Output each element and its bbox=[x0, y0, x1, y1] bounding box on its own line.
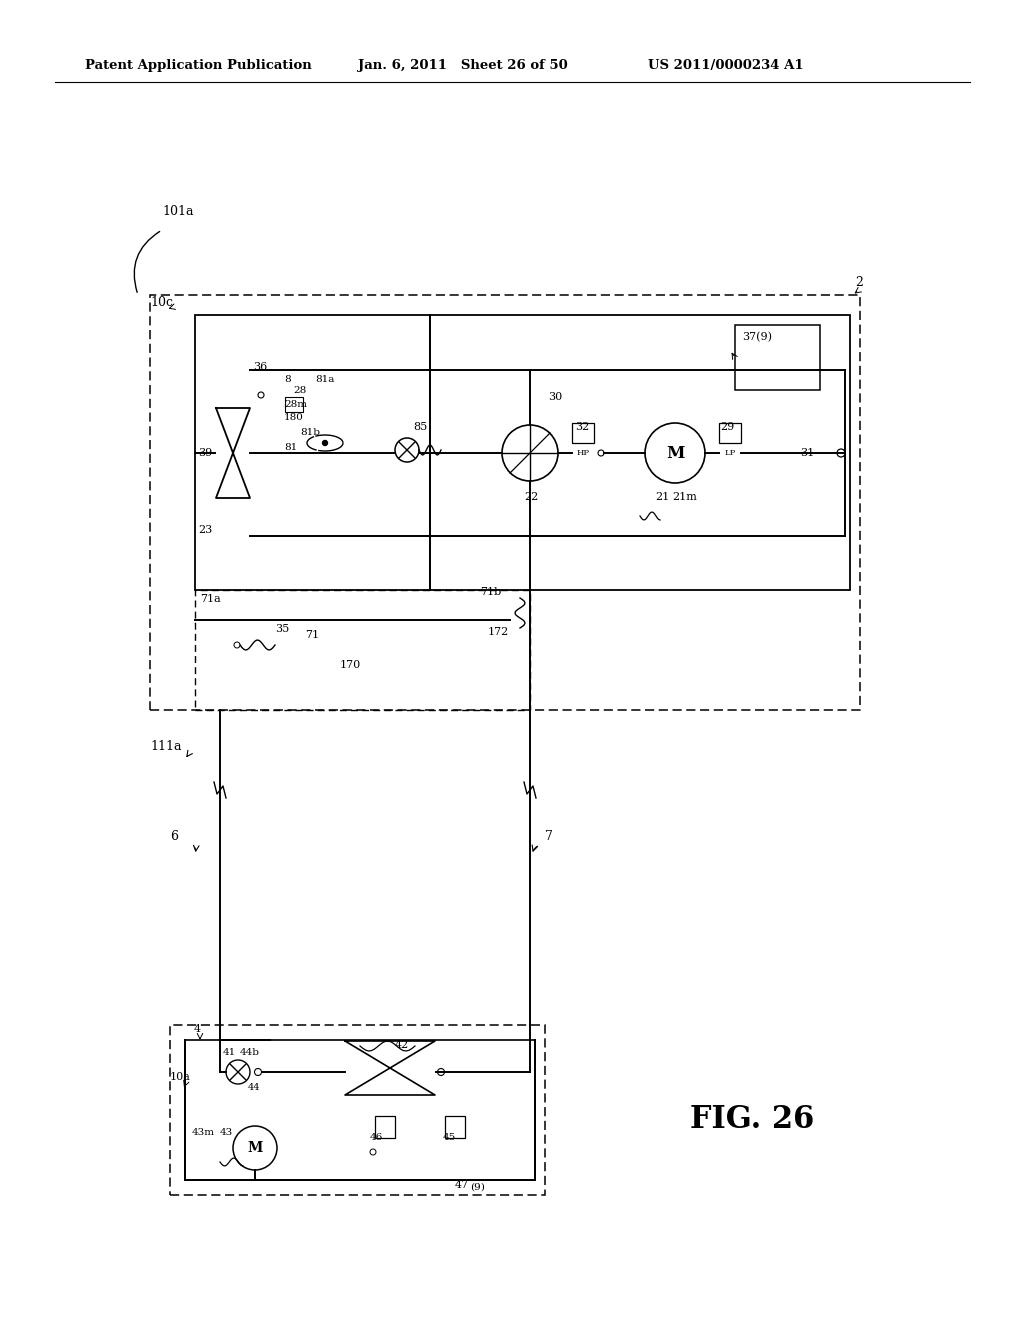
Text: 101a: 101a bbox=[162, 205, 194, 218]
Bar bbox=[170, 1026, 545, 1195]
Text: 21m: 21m bbox=[672, 492, 697, 502]
Text: FIG. 26: FIG. 26 bbox=[690, 1105, 814, 1135]
Text: 71a: 71a bbox=[200, 594, 221, 605]
Bar bbox=[185, 1040, 535, 1180]
Bar bbox=[285, 397, 303, 412]
Text: 10c: 10c bbox=[150, 296, 173, 309]
Text: 71: 71 bbox=[305, 630, 319, 640]
Text: Jan. 6, 2011   Sheet 26 of 50: Jan. 6, 2011 Sheet 26 of 50 bbox=[358, 58, 567, 71]
Text: 46: 46 bbox=[370, 1133, 383, 1142]
Text: 170: 170 bbox=[340, 660, 361, 671]
Text: 31: 31 bbox=[800, 447, 814, 458]
Text: 81b: 81b bbox=[300, 428, 319, 437]
Text: 35: 35 bbox=[275, 624, 289, 634]
Text: 180: 180 bbox=[284, 413, 304, 422]
Text: 2: 2 bbox=[855, 276, 863, 289]
Bar bbox=[150, 294, 860, 710]
Text: 47: 47 bbox=[455, 1180, 469, 1191]
Text: 37(9): 37(9) bbox=[742, 331, 772, 342]
Bar bbox=[735, 325, 820, 389]
Text: 45: 45 bbox=[443, 1133, 457, 1142]
Text: 41: 41 bbox=[223, 1048, 237, 1057]
Text: 10a: 10a bbox=[170, 1072, 190, 1082]
Text: 39: 39 bbox=[198, 447, 212, 458]
Bar bbox=[445, 1115, 465, 1138]
Bar bbox=[195, 315, 850, 590]
Text: 81a: 81a bbox=[315, 375, 335, 384]
Text: 43m: 43m bbox=[193, 1129, 215, 1137]
Text: 29: 29 bbox=[720, 422, 734, 432]
Text: Patent Application Publication: Patent Application Publication bbox=[85, 58, 311, 71]
Text: M: M bbox=[666, 445, 684, 462]
Text: 44b: 44b bbox=[240, 1048, 260, 1057]
Text: 23: 23 bbox=[198, 525, 212, 535]
Text: 81: 81 bbox=[284, 444, 297, 451]
Text: 22: 22 bbox=[524, 492, 539, 502]
Text: 111a: 111a bbox=[150, 741, 181, 752]
Text: 43: 43 bbox=[220, 1129, 233, 1137]
Text: 71b: 71b bbox=[480, 587, 502, 597]
Text: 172: 172 bbox=[488, 627, 509, 638]
Text: 28: 28 bbox=[293, 385, 306, 395]
Text: 21: 21 bbox=[655, 492, 670, 502]
Text: 6: 6 bbox=[170, 830, 178, 843]
Text: 32: 32 bbox=[575, 422, 589, 432]
Text: 44: 44 bbox=[248, 1082, 260, 1092]
Bar bbox=[572, 422, 594, 444]
Bar bbox=[719, 422, 741, 444]
Circle shape bbox=[323, 441, 328, 446]
Text: US 2011/0000234 A1: US 2011/0000234 A1 bbox=[648, 58, 804, 71]
Text: 36: 36 bbox=[253, 362, 267, 372]
Text: M: M bbox=[248, 1140, 263, 1155]
Text: 8: 8 bbox=[284, 375, 291, 384]
Text: 30: 30 bbox=[548, 392, 562, 403]
Text: 42: 42 bbox=[395, 1040, 410, 1049]
Bar bbox=[195, 590, 530, 710]
Text: 28m: 28m bbox=[284, 400, 307, 409]
Text: 4: 4 bbox=[194, 1024, 201, 1034]
Text: LP: LP bbox=[724, 449, 735, 457]
Bar bbox=[375, 1115, 395, 1138]
Text: 85: 85 bbox=[413, 422, 427, 432]
Text: HP: HP bbox=[577, 449, 590, 457]
Text: 7: 7 bbox=[545, 830, 553, 843]
Text: (9): (9) bbox=[470, 1183, 485, 1192]
